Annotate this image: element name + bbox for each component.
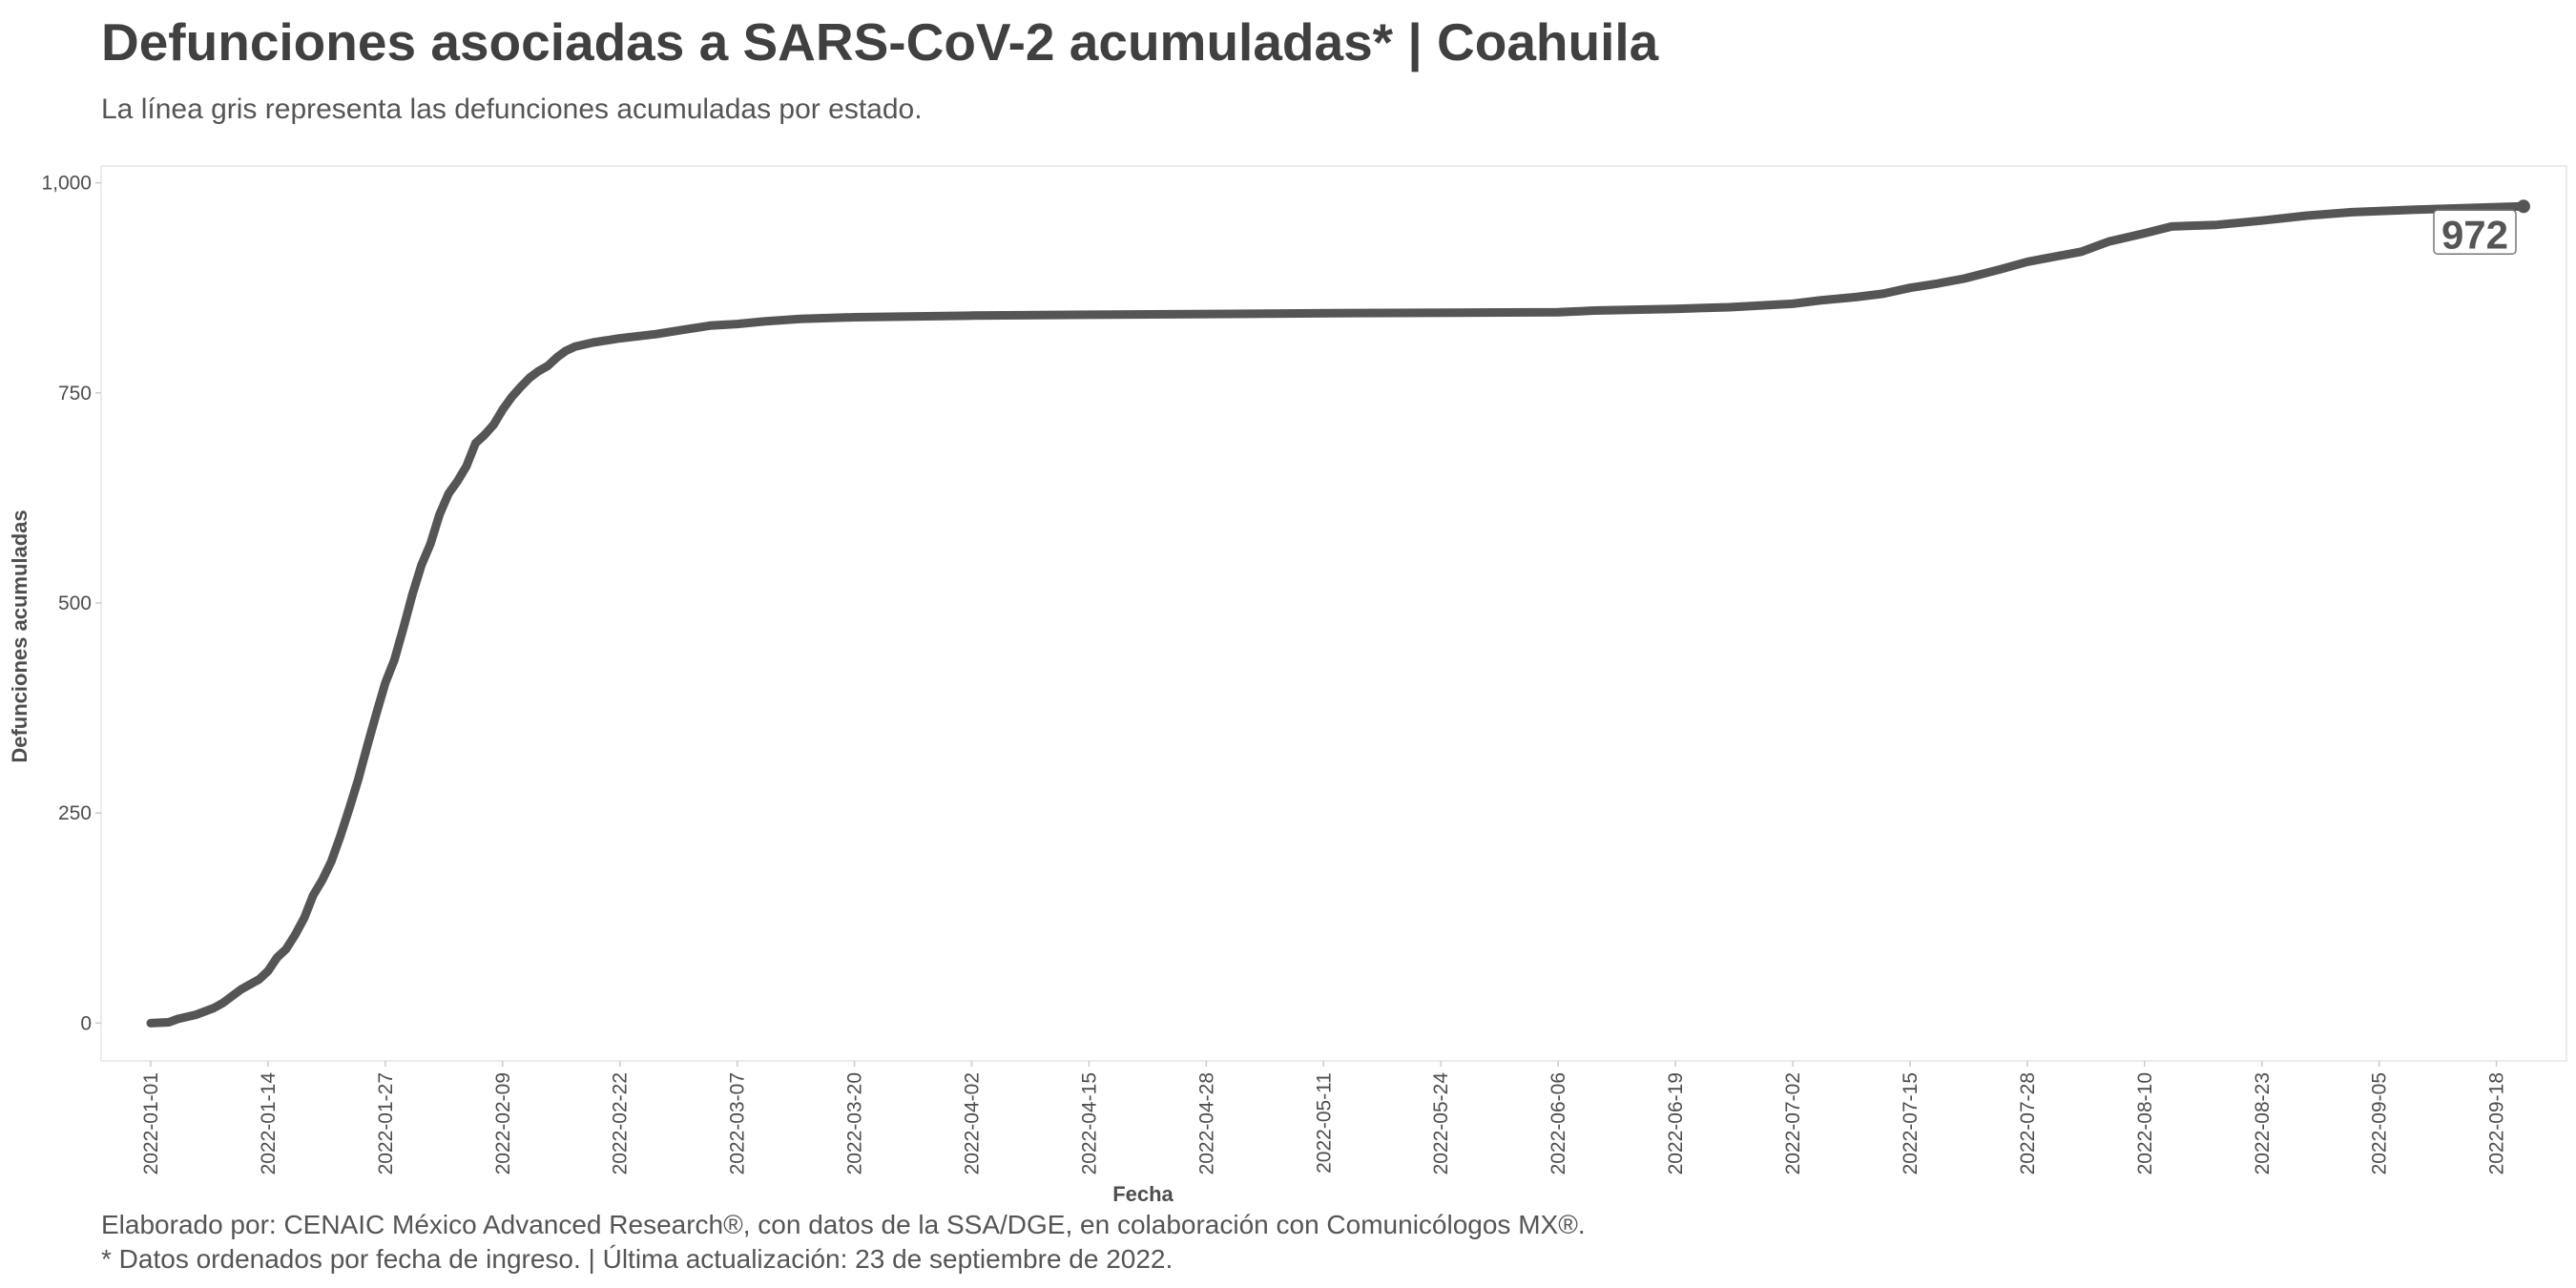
x-tick-label: 2022-06-06 (1548, 1072, 1569, 1174)
end-label-box (2433, 209, 2517, 256)
x-tick-label: 2022-09-05 (2369, 1072, 2391, 1174)
x-tick-label: 2022-04-02 (962, 1072, 984, 1174)
x-tick-label: 2022-02-09 (492, 1072, 514, 1174)
x-tick-label: 2022-01-14 (258, 1072, 280, 1175)
x-tick-label: 2022-05-24 (1430, 1072, 1452, 1175)
x-axis-title: Fecha (1112, 1182, 1174, 1206)
y-tick-label: 750 (58, 383, 92, 405)
x-tick-label: 2022-04-28 (1195, 1072, 1217, 1174)
notes-caption: * Datos ordenados por fecha de ingreso. … (101, 1244, 1174, 1274)
x-tick-label: 2022-03-20 (844, 1072, 866, 1174)
y-tick-label: 1,000 (41, 173, 92, 195)
x-tick-label: 2022-01-01 (140, 1072, 162, 1174)
y-tick-label: 0 (80, 1012, 92, 1034)
y-axis-title: Defunciones acumuladas (8, 509, 31, 762)
x-tick-label: 2022-03-07 (727, 1072, 749, 1174)
x-tick-label: 2022-08-10 (2134, 1072, 2156, 1174)
end-value-label: 972 (2441, 212, 2508, 257)
end-point-marker (2517, 199, 2530, 214)
chart-title: Defunciones asociadas a SARS-CoV-2 acumu… (101, 12, 1659, 72)
x-tick-label: 2022-02-22 (610, 1072, 632, 1174)
chart-subtitle: La línea gris representa las defunciones… (101, 93, 923, 125)
x-tick-label: 2022-04-15 (1078, 1072, 1100, 1174)
x-tick-label: 2022-07-02 (1782, 1072, 1804, 1174)
x-tick-label: 2022-06-19 (1665, 1072, 1687, 1174)
x-tick-label: 2022-09-18 (2486, 1072, 2508, 1174)
x-tick-label: 2022-05-11 (1313, 1072, 1335, 1174)
x-tick-label: 2022-07-28 (2017, 1072, 2039, 1174)
y-tick-label: 500 (58, 592, 92, 614)
series-line (146, 201, 2528, 1028)
y-tick-label: 250 (58, 802, 92, 824)
x-tick-label: 2022-07-15 (1900, 1072, 1922, 1174)
x-tick-label: 2022-01-27 (375, 1072, 397, 1174)
plot-panel (100, 165, 2567, 1062)
x-tick-label: 2022-08-23 (2252, 1072, 2274, 1174)
source-caption: Elaborado por: CENAIC México Advanced Re… (101, 1210, 1586, 1239)
